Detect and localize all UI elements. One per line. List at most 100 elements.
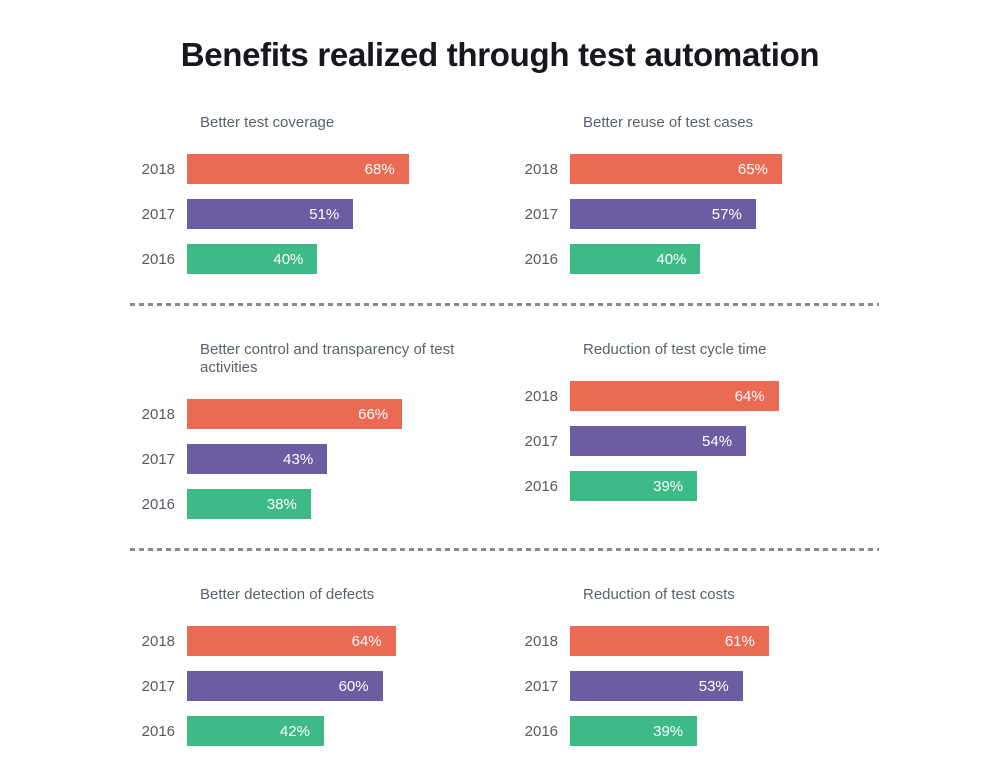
chart-title: Better test coverage bbox=[200, 114, 335, 131]
year-label: 2018 bbox=[141, 160, 176, 178]
bar-value-label: 40% bbox=[656, 250, 687, 268]
bar-track: 40% bbox=[187, 244, 513, 274]
chart-title: Reduction of test costs bbox=[583, 586, 735, 603]
bar-track: 39% bbox=[570, 471, 896, 501]
bar-row: 2016 42% bbox=[130, 716, 513, 746]
year-label: 2018 bbox=[141, 405, 176, 423]
page-title: Benefits realized through test automatio… bbox=[180, 36, 820, 73]
bar-value-label: 60% bbox=[338, 677, 369, 695]
bar-track: 57% bbox=[570, 199, 896, 229]
bar-row: 2017 60% bbox=[130, 671, 513, 701]
bar-value-label: 39% bbox=[653, 477, 684, 495]
year-label: 2017 bbox=[141, 677, 176, 695]
bar-2016: 39% bbox=[570, 716, 698, 746]
bar-2016: 42% bbox=[187, 716, 324, 746]
bar-value-label: 64% bbox=[734, 387, 765, 405]
bar-track: 51% bbox=[187, 199, 513, 229]
bar-value-label: 39% bbox=[653, 722, 684, 740]
year-label: 2018 bbox=[524, 160, 559, 178]
bar-value-label: 43% bbox=[283, 450, 314, 468]
chart-title: Better detection of defects bbox=[200, 586, 375, 603]
bar-value-label: 64% bbox=[351, 632, 382, 650]
bar-track: 66% bbox=[187, 399, 513, 429]
dashed-divider bbox=[130, 303, 879, 306]
bar-track: 64% bbox=[570, 381, 896, 411]
chart-panel-better-test-coverage: Better test coverage 2018 68% 2017 51% bbox=[130, 114, 513, 274]
charts-row-3: Better detection of defects 2018 64% 201… bbox=[130, 586, 896, 746]
bar-track: 64% bbox=[187, 626, 513, 656]
bar-2016: 40% bbox=[570, 244, 701, 274]
charts-grid: Better test coverage 2018 68% 2017 51% bbox=[130, 114, 896, 746]
year-label: 2016 bbox=[524, 722, 559, 740]
year-label: 2018 bbox=[141, 632, 176, 650]
bar-row: 2018 66% bbox=[130, 399, 513, 429]
bar-2017: 43% bbox=[187, 444, 328, 474]
bar-track: 40% bbox=[570, 244, 896, 274]
bar-2017: 57% bbox=[570, 199, 756, 229]
bar-row: 2018 64% bbox=[130, 626, 513, 656]
bar-2016: 40% bbox=[187, 244, 318, 274]
bar-row: 2017 54% bbox=[513, 426, 896, 456]
chart-title: Better reuse of test cases bbox=[583, 114, 754, 131]
chart-title: Better control and transparency of test … bbox=[200, 341, 455, 376]
bar-row: 2017 57% bbox=[513, 199, 896, 229]
bar-2018: 64% bbox=[570, 381, 779, 411]
year-label: 2017 bbox=[141, 450, 176, 468]
bar-track: 60% bbox=[187, 671, 513, 701]
year-label: 2016 bbox=[141, 250, 176, 268]
bar-value-label: 54% bbox=[702, 432, 733, 450]
bar-2017: 54% bbox=[570, 426, 747, 456]
bar-value-label: 57% bbox=[711, 205, 742, 223]
bar-2018: 61% bbox=[570, 626, 769, 656]
bar-row: 2017 53% bbox=[513, 671, 896, 701]
year-label: 2017 bbox=[524, 205, 559, 223]
year-label: 2017 bbox=[141, 205, 176, 223]
bar-2016: 39% bbox=[570, 471, 698, 501]
bar-track: 65% bbox=[570, 154, 896, 184]
bar-2018: 66% bbox=[187, 399, 403, 429]
bar-value-label: 42% bbox=[279, 722, 310, 740]
chart-panel-reduction-of-test-cycle-time: Reduction of test cycle time 2018 64% 20… bbox=[513, 341, 896, 519]
dashed-divider bbox=[130, 548, 879, 551]
chart-panel-better-control-and-transparency: Better control and transparency of test … bbox=[130, 341, 513, 519]
year-label: 2016 bbox=[524, 477, 559, 495]
year-label: 2017 bbox=[524, 677, 559, 695]
bar-row: 2016 39% bbox=[513, 471, 896, 501]
bar-row: 2016 40% bbox=[130, 244, 513, 274]
bar-row: 2017 51% bbox=[130, 199, 513, 229]
bar-track: 61% bbox=[570, 626, 896, 656]
bar-row: 2016 39% bbox=[513, 716, 896, 746]
bar-track: 53% bbox=[570, 671, 896, 701]
bar-track: 54% bbox=[570, 426, 896, 456]
chart-panel-better-reuse-of-test-cases: Better reuse of test cases 2018 65% 2017… bbox=[513, 114, 896, 274]
bar-value-label: 61% bbox=[724, 632, 755, 650]
bar-2017: 51% bbox=[187, 199, 354, 229]
bar-row: 2018 65% bbox=[513, 154, 896, 184]
bar-track: 42% bbox=[187, 716, 513, 746]
charts-row-1: Better test coverage 2018 68% 2017 51% bbox=[130, 114, 896, 274]
bar-track: 39% bbox=[570, 716, 896, 746]
year-label: 2018 bbox=[524, 387, 559, 405]
bar-row: 2016 40% bbox=[513, 244, 896, 274]
chart-panel-reduction-of-test-costs: Reduction of test costs 2018 61% 2017 53… bbox=[513, 586, 896, 746]
bar-2018: 65% bbox=[570, 154, 782, 184]
year-label: 2017 bbox=[524, 432, 559, 450]
bar-2018: 64% bbox=[187, 626, 396, 656]
bar-track: 38% bbox=[187, 489, 513, 519]
bar-row: 2016 38% bbox=[130, 489, 513, 519]
bar-2016: 38% bbox=[187, 489, 311, 519]
bar-row: 2018 64% bbox=[513, 381, 896, 411]
bar-2017: 60% bbox=[187, 671, 383, 701]
year-label: 2016 bbox=[141, 722, 176, 740]
bar-2018: 68% bbox=[187, 154, 409, 184]
bar-row: 2017 43% bbox=[130, 444, 513, 474]
year-label: 2016 bbox=[141, 495, 176, 513]
bar-2017: 53% bbox=[570, 671, 743, 701]
chart-panel-better-detection-of-defects: Better detection of defects 2018 64% 201… bbox=[130, 586, 513, 746]
bar-track: 43% bbox=[187, 444, 513, 474]
bar-row: 2018 61% bbox=[513, 626, 896, 656]
bar-value-label: 65% bbox=[737, 160, 768, 178]
bar-value-label: 38% bbox=[266, 495, 297, 513]
bar-value-label: 66% bbox=[358, 405, 389, 423]
bar-value-label: 40% bbox=[273, 250, 304, 268]
